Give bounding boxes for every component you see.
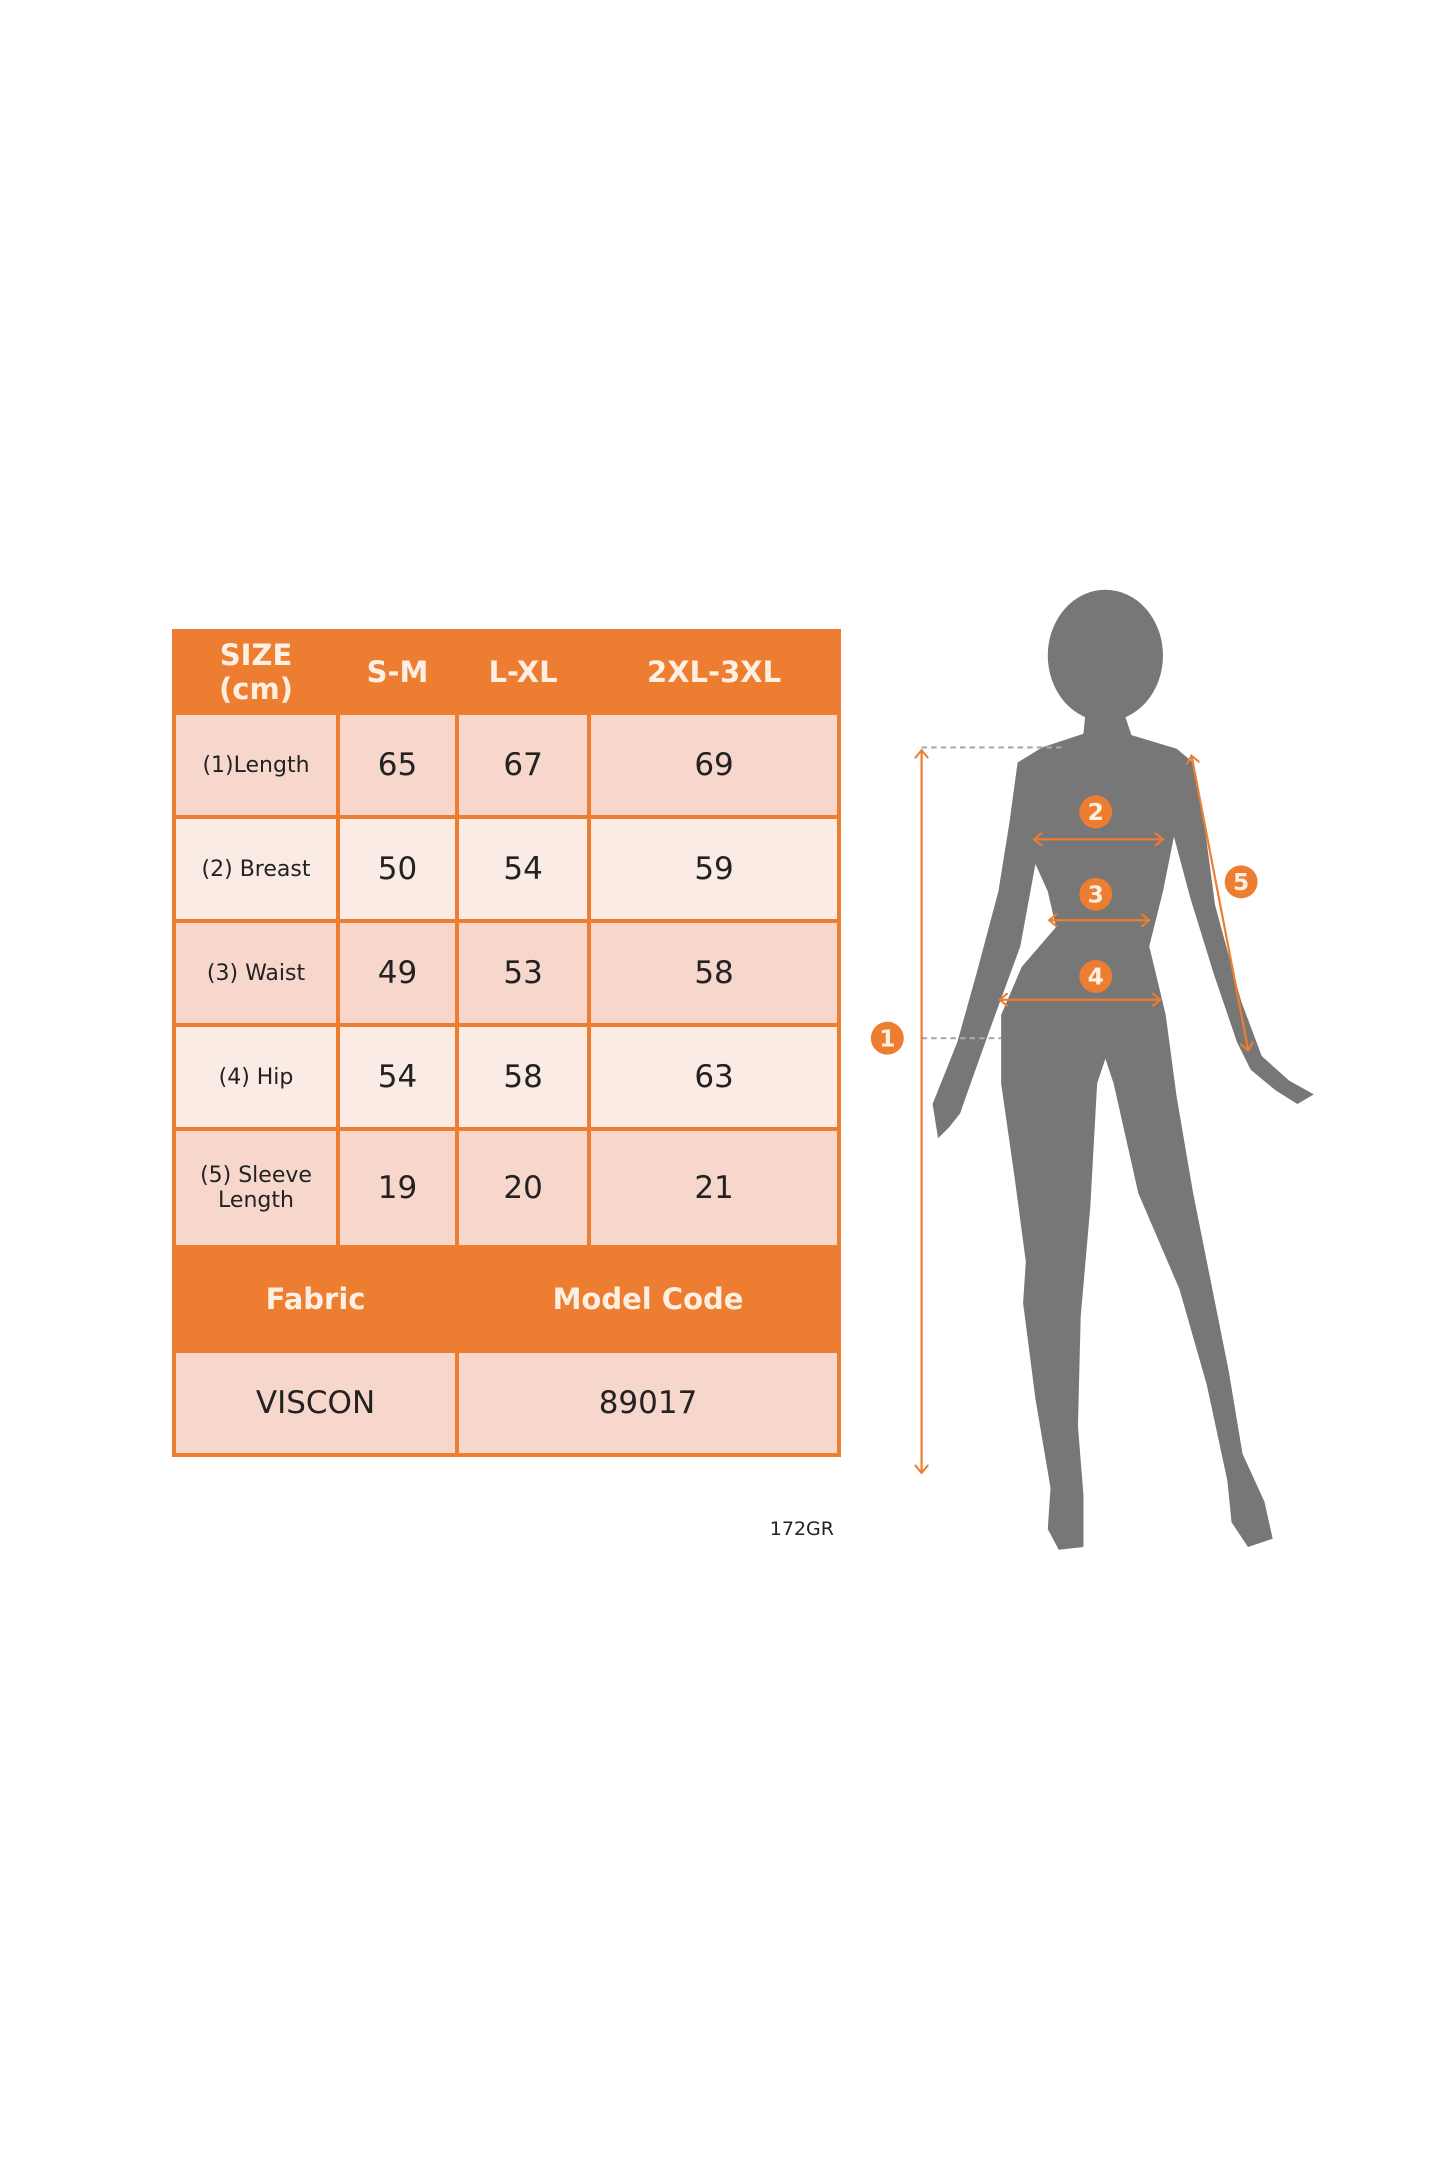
svg-text:3: 3: [1088, 881, 1104, 908]
table-row: (4) Hip 54 58 63: [172, 1023, 841, 1131]
size-column-header: 2XL-3XL: [587, 629, 841, 715]
row-label-line: (5) Sleeve: [200, 1163, 312, 1188]
size-column-header: S-M: [335, 629, 460, 715]
svg-text:1: 1: [879, 1025, 895, 1052]
fabric-value: VISCON: [171, 1349, 460, 1457]
head: [1047, 589, 1163, 722]
table-row: (2) Breast 50 54 59: [172, 815, 841, 923]
row-label: (2) Breast: [172, 815, 340, 923]
table-cell: 54: [335, 1023, 460, 1131]
row-label: (3) Waist: [172, 919, 340, 1027]
marker-5: 5: [1224, 865, 1258, 899]
svg-text:2: 2: [1088, 799, 1104, 826]
table-cell: 19: [335, 1127, 460, 1249]
model-code-header: Model Code: [455, 1245, 841, 1353]
table-cell: 54: [455, 815, 592, 923]
row-label: (5) Sleeve Length: [172, 1127, 340, 1249]
table-row: (3) Waist 49 53 58: [172, 919, 841, 1027]
sleeve-arrow: [1192, 757, 1248, 1049]
unit-label: (cm): [219, 672, 293, 706]
table-cell: 58: [587, 919, 841, 1027]
table-cell: 50: [335, 815, 460, 923]
table-cell: 21: [587, 1127, 841, 1249]
marker-2: 2: [1079, 795, 1113, 829]
measurement-annotations: [922, 746, 1248, 1471]
svg-text:5: 5: [1233, 869, 1249, 896]
marker-3: 3: [1079, 877, 1113, 911]
size-label: SIZE: [219, 638, 293, 672]
row-label: (1)Length: [172, 711, 340, 819]
table-cell: 59: [587, 815, 841, 923]
table-cell: 67: [455, 711, 592, 819]
table-row: (5) Sleeve Length 19 20 21: [172, 1127, 841, 1249]
fabric-header: Fabric: [171, 1245, 460, 1353]
table-cell: 63: [587, 1023, 841, 1131]
table-row: (1)Length 65 67 69: [172, 711, 841, 819]
svg-text:4: 4: [1088, 964, 1104, 991]
marker-1: 1: [870, 1021, 904, 1055]
row-label: (4) Hip: [172, 1023, 340, 1131]
size-column-header: L-XL: [455, 629, 592, 715]
body: [932, 706, 1314, 1550]
table-cell: 20: [455, 1127, 592, 1249]
table-cell: 49: [335, 919, 460, 1027]
table-cell: 65: [335, 711, 460, 819]
table-cell: 69: [587, 711, 841, 819]
silhouette: [932, 589, 1314, 1550]
row-label-line: Length: [218, 1188, 294, 1213]
table-cell: 53: [455, 919, 592, 1027]
model-code-value: 89017: [455, 1349, 841, 1457]
marker-4: 4: [1079, 960, 1113, 993]
table-cell: 58: [455, 1023, 592, 1131]
product-code-note: 172GR: [769, 1518, 834, 1540]
size-header-cell: SIZE (cm): [172, 629, 340, 715]
size-chart-table: SIZE (cm) S-M L-XL 2XL-3XL (1)Length 65 …: [171, 629, 841, 1457]
